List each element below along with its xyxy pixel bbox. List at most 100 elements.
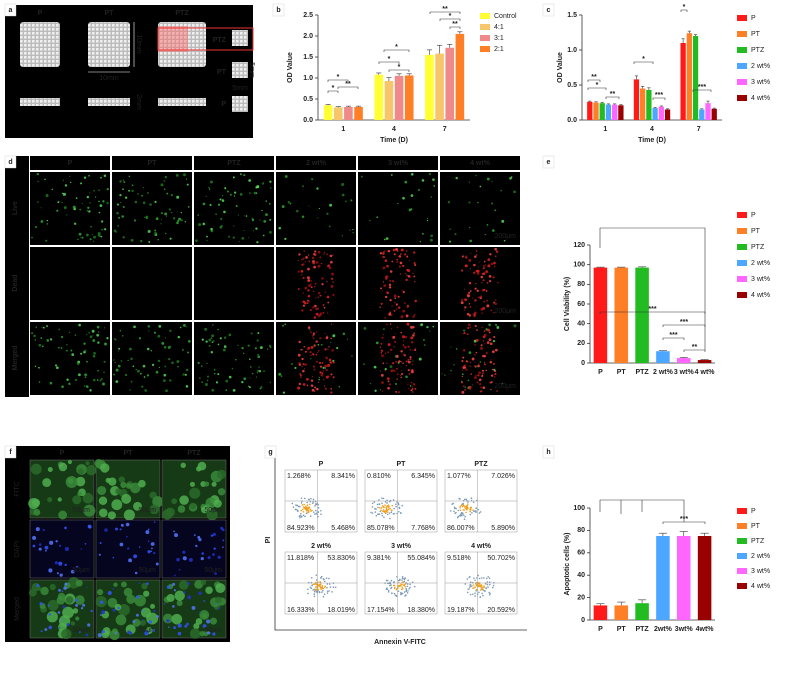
cell (310, 345, 314, 349)
cell (319, 337, 322, 340)
cell (173, 589, 177, 592)
cell (45, 194, 49, 197)
event (466, 591, 469, 594)
cell (184, 221, 186, 223)
cell (321, 372, 324, 375)
sample-label: PT (105, 10, 115, 17)
legend-swatch (737, 244, 747, 250)
cell (309, 309, 312, 311)
y-tick-label: 80 (577, 527, 585, 534)
legend-swatch (737, 276, 747, 282)
cell (204, 481, 210, 487)
cell (269, 218, 272, 221)
cell (406, 255, 408, 258)
event (387, 589, 390, 592)
cell (323, 253, 325, 255)
cell (392, 248, 396, 252)
cell (100, 610, 106, 615)
quadrant-percent: 20.592% (487, 607, 515, 614)
event (375, 514, 378, 517)
cell (139, 372, 142, 375)
cell (221, 528, 225, 532)
legend-label: 2:1 (494, 46, 504, 53)
event (469, 581, 472, 584)
cell (494, 372, 497, 376)
cell (219, 337, 222, 340)
legend-swatch (737, 228, 747, 234)
cell (37, 201, 39, 203)
cell (122, 188, 124, 191)
cell (472, 313, 475, 315)
cell (375, 341, 379, 345)
event (320, 576, 322, 579)
event (460, 514, 463, 517)
cell (403, 302, 406, 304)
cell (384, 295, 388, 299)
cell (329, 254, 333, 258)
quadrant-percent: 11.818% (287, 555, 314, 562)
cell (209, 617, 218, 625)
significance-label: *** (680, 319, 688, 326)
event (469, 510, 471, 513)
cell (66, 214, 68, 216)
event (387, 505, 390, 508)
cell (312, 332, 315, 335)
event (300, 497, 303, 499)
event (403, 583, 406, 586)
panel-label-box (542, 445, 555, 459)
cell (135, 595, 140, 599)
panel-label: f (9, 449, 12, 456)
significance-bracket (327, 90, 339, 93)
cell (174, 533, 179, 538)
cell (413, 251, 416, 254)
event (321, 591, 323, 593)
cell (84, 376, 87, 379)
cell (169, 379, 172, 382)
cell (119, 542, 124, 547)
cell (490, 262, 494, 266)
event (486, 581, 489, 583)
event (401, 579, 403, 581)
cell (385, 237, 389, 240)
cell (387, 343, 391, 347)
cell (397, 295, 400, 298)
cell (319, 365, 323, 368)
event (317, 503, 319, 506)
event (404, 577, 407, 579)
quadrant-percent: 50.702% (487, 555, 515, 562)
cell (132, 365, 135, 368)
event (449, 510, 452, 512)
cell (304, 301, 307, 305)
cell (384, 369, 386, 372)
event (470, 497, 473, 500)
event (391, 509, 393, 512)
bar (435, 53, 444, 120)
cell (489, 342, 493, 346)
cell (307, 299, 309, 302)
event (483, 586, 486, 588)
cell (464, 386, 467, 389)
bar (323, 105, 333, 120)
cell (407, 345, 410, 348)
cell (489, 382, 491, 384)
event (459, 515, 462, 517)
cell (239, 192, 243, 196)
cell (321, 277, 324, 280)
cell (100, 378, 103, 381)
event (314, 589, 317, 591)
cell (464, 298, 468, 302)
cell (86, 586, 88, 589)
cell (187, 595, 192, 600)
cell (465, 368, 468, 371)
cell (391, 260, 394, 263)
cell (197, 535, 201, 539)
cell (387, 386, 390, 390)
event (309, 508, 312, 511)
cell (407, 387, 410, 390)
cell (392, 362, 395, 365)
column-label: 2 wt% (306, 160, 327, 167)
cell (496, 326, 500, 329)
cell (400, 253, 402, 255)
cell (177, 623, 182, 628)
cell (34, 365, 37, 368)
